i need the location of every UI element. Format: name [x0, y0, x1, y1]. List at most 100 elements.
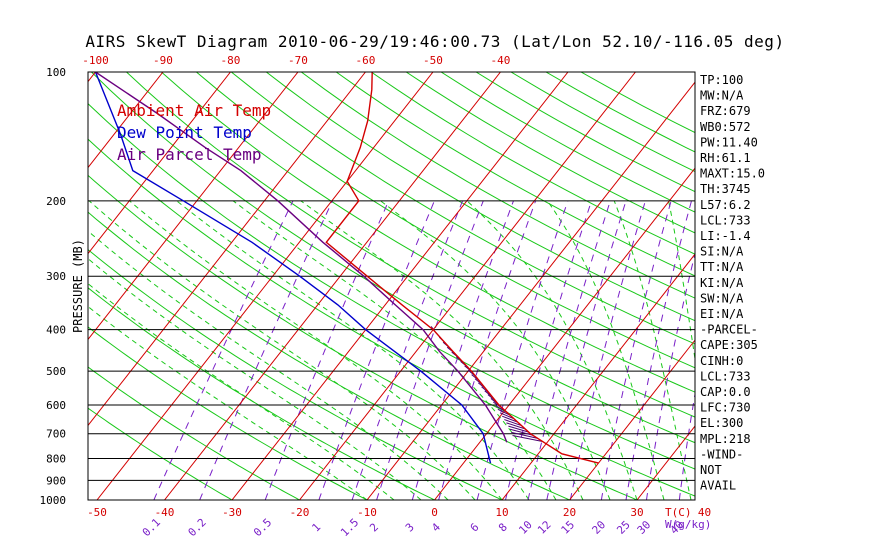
- dry-adiabat: [370, 72, 695, 255]
- mixing-ratio-tick-label: 3: [403, 521, 417, 535]
- mixing-ratio-line: [351, 200, 464, 500]
- moist-adiabat: [613, 200, 692, 500]
- isotherm: [88, 72, 164, 169]
- stat-line: LCL:733: [700, 213, 751, 227]
- pressure-tick-label: 100: [46, 66, 66, 79]
- mixing-ratio-tick-label: 25: [614, 518, 633, 537]
- top-temp-tick-label: -100: [82, 54, 109, 67]
- dry-adiabat: [88, 326, 368, 500]
- isotherm: [569, 339, 695, 500]
- mixing-ratio-line: [199, 200, 333, 500]
- stat-line: MW:N/A: [700, 89, 744, 103]
- top-temp-tick-label: -60: [356, 54, 376, 67]
- top-temp-tick-label: -80: [221, 54, 241, 67]
- pressure-tick-label: 800: [46, 453, 66, 466]
- legend-entry: Dew Point Temp: [117, 123, 252, 142]
- mixing-ratio-tick-label: 1: [309, 521, 323, 535]
- stat-line: TT:N/A: [700, 260, 744, 274]
- bottom-temp-tick-label: -20: [290, 506, 310, 519]
- mixing-ratio-line: [318, 200, 435, 500]
- stat-line: FRZ:679: [700, 104, 751, 118]
- stat-line: -PARCEL-: [700, 323, 758, 337]
- dry-adiabat: [88, 138, 695, 497]
- cape-hatch: [512, 435, 543, 442]
- isotherm: [88, 72, 299, 341]
- dry-adiabat: [88, 211, 570, 500]
- dry-adiabat: [230, 72, 695, 345]
- dry-adiabat: [301, 72, 695, 299]
- stat-line: TH:3745: [700, 182, 751, 196]
- series-line-0: [325, 72, 599, 464]
- stat-line: TP:100: [700, 73, 743, 87]
- bottom-temp-tick-label: 20: [563, 506, 576, 519]
- mixing-ratio-line: [476, 200, 569, 500]
- cape-hatch: [508, 425, 529, 433]
- bottom-temp-tick-label: -50: [87, 506, 107, 519]
- stat-line: PW:11.40: [700, 135, 758, 149]
- top-temp-tick-label: -50: [423, 54, 443, 67]
- mixing-ratio-tick-label: 8: [496, 521, 510, 535]
- cape-hatch: [511, 431, 538, 439]
- cape-hatch: [504, 419, 522, 427]
- bottom-temp-tick-label: -40: [155, 506, 175, 519]
- series-line-2: [95, 72, 508, 443]
- mixing-ratio-tick-label: 10: [516, 518, 535, 537]
- chart-title: AIRS SkewT Diagram 2010-06-29/19:46:00.7…: [85, 32, 785, 51]
- series-line-1: [94, 72, 492, 464]
- dry-adiabat: [126, 72, 695, 418]
- mixing-ratio-tick-label: 0.5: [251, 516, 274, 539]
- moist-adiabat: [380, 200, 611, 500]
- stat-line: LI:-1.4: [700, 229, 751, 243]
- mixing-ratio-line: [264, 200, 390, 500]
- dry-adiabat: [161, 72, 695, 393]
- isotherm: [231, 72, 569, 500]
- dry-adiabat: [88, 407, 233, 500]
- isotherm: [434, 167, 695, 500]
- stat-line: LCL:733: [700, 369, 751, 383]
- bottom-temp-tick-label: 40: [698, 506, 711, 519]
- mixing-ratio-tick-label: 15: [559, 518, 578, 537]
- mixing-ratio-tick-label: 0.2: [186, 516, 209, 539]
- isotherm: [299, 72, 636, 500]
- dry-adiabat: [196, 72, 695, 369]
- legend-entry: Air Parcel Temp: [117, 145, 262, 164]
- pressure-tick-label: 900: [46, 474, 66, 487]
- stat-line: WB0:572: [700, 120, 751, 134]
- stat-line: MAXT:15.0: [700, 167, 765, 181]
- mixing-ratio-tick-label: 6: [468, 521, 482, 535]
- isotherm: [164, 72, 501, 500]
- mixing-ratio-tick-label: 12: [535, 518, 554, 537]
- moist-adiabat: [88, 200, 476, 500]
- stat-line: MPL:218: [700, 432, 751, 446]
- bottom-temp-tick-label: 30: [630, 506, 643, 519]
- top-temp-tick-label: -40: [491, 54, 511, 67]
- dry-adiabat: [510, 72, 695, 173]
- mixing-ratio-tick-label: 1.5: [338, 516, 361, 539]
- pressure-tick-label: 400: [46, 324, 66, 337]
- dry-adiabat: [91, 72, 695, 444]
- top-temp-tick-label: -70: [288, 54, 308, 67]
- moist-adiabat: [88, 305, 368, 500]
- stat-line: NOT: [700, 463, 722, 477]
- pressure-tick-label: 700: [46, 428, 66, 441]
- stat-line: L57:6.2: [700, 198, 751, 212]
- plot-area: [88, 72, 695, 500]
- isotherm: [366, 81, 695, 500]
- moist-adiabat: [546, 200, 665, 500]
- stat-line: LFC:730: [700, 401, 751, 415]
- plot-frame: [87, 71, 696, 501]
- stat-line: EI:N/A: [700, 307, 744, 321]
- x-axis-label: T(C): [665, 506, 692, 519]
- cape-hatch: [499, 412, 515, 420]
- mixing-ratio-tick-label: 20: [590, 518, 609, 537]
- stat-line: -WIND-: [700, 447, 743, 461]
- stat-line: AVAIL: [700, 479, 736, 493]
- dry-adiabat: [88, 248, 503, 500]
- top-temp-tick-label: -90: [153, 54, 173, 67]
- stat-line: CAPE:305: [700, 338, 758, 352]
- mixing-ratio-line: [376, 200, 484, 500]
- y-axis-label: PRESSURE (MB): [71, 239, 85, 333]
- stat-line: CINH:0: [700, 354, 743, 368]
- moist-adiabat: [88, 230, 449, 500]
